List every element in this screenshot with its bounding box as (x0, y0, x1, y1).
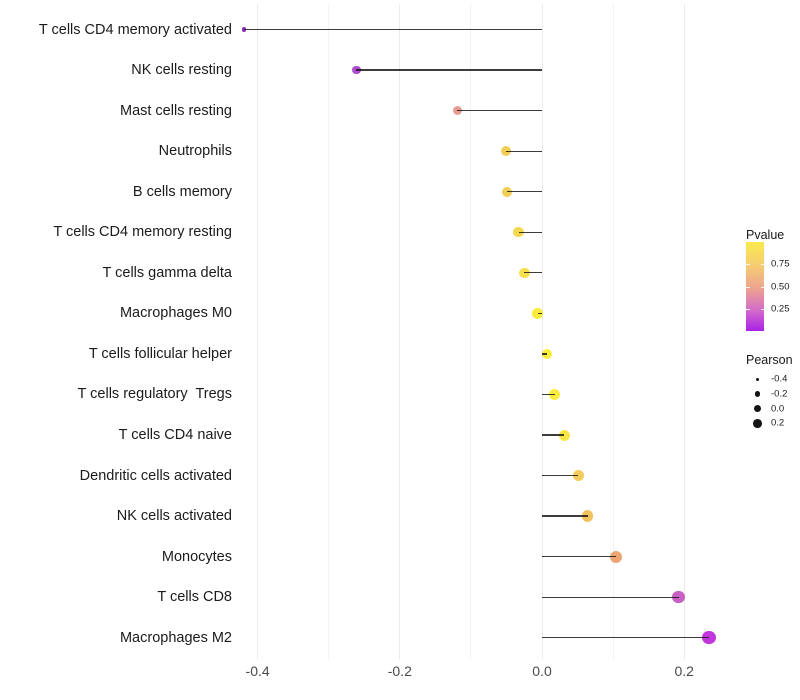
lollipop-stem (244, 28, 542, 31)
x-tick-label: 0.0 (532, 663, 552, 679)
colorbar-tick-right (760, 264, 764, 266)
pvalue-colorbar (746, 242, 764, 331)
y-axis-label: T cells gamma delta (102, 264, 232, 281)
lollipop-dot (502, 186, 513, 197)
colorbar-tick-left (746, 308, 750, 310)
lollipop-stem (356, 69, 542, 71)
gridline-major (683, 4, 685, 659)
colorbar-tick-label: 0.75 (771, 258, 790, 270)
y-axis-label: Mast cells resting (119, 102, 232, 119)
y-axis-label: T cells CD4 memory resting (53, 224, 232, 241)
gridline-minor (612, 4, 614, 659)
y-axis-label: T cells follicular helper (88, 345, 232, 362)
size-legend-label: 0.0 (771, 403, 785, 415)
lollipop-stem (542, 393, 555, 396)
gridline-minor (328, 4, 330, 659)
lollipop-stem (542, 596, 679, 598)
lollipop-dot (352, 65, 361, 75)
y-axis-label: B cells memory (132, 183, 232, 200)
y-axis-label: Macrophages M2 (119, 629, 232, 646)
y-axis-label: NK cells activated (116, 508, 232, 525)
colorbar-tick-label: 0.25 (771, 303, 790, 315)
size-legend-dot (754, 391, 761, 397)
x-tick-label: -0.4 (245, 663, 270, 679)
y-axis-label: Macrophages M0 (119, 305, 232, 322)
pearson-legend-title: Pearson (746, 353, 793, 367)
lollipop-dot (581, 510, 594, 522)
lollipop-stem (542, 515, 588, 517)
size-legend-label: 0.2 (771, 417, 785, 429)
size-legend-dot (752, 419, 762, 428)
y-axis-label: T cells CD4 memory activated (38, 21, 232, 38)
size-legend-label: -0.2 (771, 388, 788, 400)
lollipop-dot (452, 105, 463, 116)
colorbar-tick-right (760, 286, 764, 288)
x-tick-label: -0.2 (387, 663, 412, 679)
lollipop-stem (518, 231, 542, 233)
lollipop-dot (558, 429, 570, 441)
lollipop-dot (672, 590, 685, 604)
y-axis-label: Monocytes (161, 548, 232, 565)
y-axis-label: T cells CD4 naive (118, 427, 232, 443)
lollipop-stem (506, 150, 542, 152)
lollipop-dot (609, 550, 622, 563)
lollipop-stem (542, 353, 547, 355)
y-axis-label: NK cells resting (131, 62, 232, 79)
pvalue-legend-title: Pvalue (746, 228, 785, 242)
gridline-major (541, 4, 543, 659)
lollipop-stem (524, 272, 542, 274)
size-legend-dot (755, 377, 759, 381)
y-axis-label: Neutrophils (158, 143, 232, 160)
lollipop-stem (542, 556, 616, 558)
lollipop-stem (542, 474, 579, 477)
gridline-major (399, 4, 401, 659)
lollipop-stem (542, 637, 710, 639)
x-tick-label: 0.2 (674, 663, 694, 679)
colorbar-tick-left (746, 286, 750, 288)
lollipop-stem (457, 109, 542, 112)
y-axis-label: T cells CD8 (157, 589, 232, 606)
lollipop-dot (549, 388, 561, 400)
lollipop-dot (702, 631, 716, 645)
lollipop-stem (507, 191, 542, 193)
colorbar-tick-left (746, 264, 750, 266)
lollipop-stem (542, 434, 565, 436)
size-legend-label: -0.4 (771, 373, 788, 385)
gridline-major (257, 4, 259, 659)
lollipop-stem (537, 312, 542, 314)
colorbar-tick-right (760, 308, 764, 310)
y-axis-label: Dendritic cells activated (79, 467, 232, 484)
gridline-minor (470, 4, 472, 659)
y-axis-label: T cells regulatory Tregs (77, 386, 232, 403)
colorbar-tick-label: 0.50 (771, 281, 790, 292)
size-legend-dot (753, 405, 761, 413)
lollipop-dot (513, 227, 524, 238)
